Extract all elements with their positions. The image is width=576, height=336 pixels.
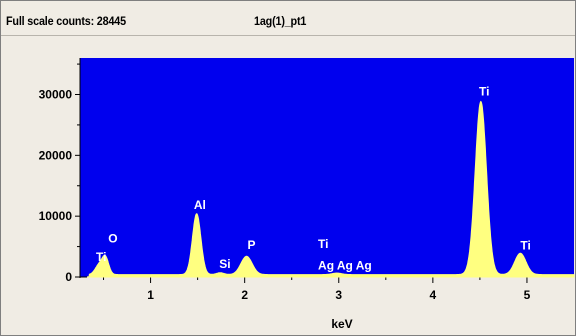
peak-label: Ti (96, 250, 106, 264)
peak-label: Ag (318, 259, 334, 273)
peak-label: Ag (337, 259, 353, 273)
peak-label: Ti (479, 85, 489, 99)
x-tick-label: 2 (241, 288, 248, 302)
x-tick-label: 5 (524, 288, 531, 302)
peak-label: Si (219, 257, 230, 271)
y-tick-label: 30000 (39, 88, 73, 102)
x-tick-label: 1 (147, 288, 154, 302)
peak-label: Ti (520, 239, 530, 253)
full-scale-counts-label: Full scale counts: 28445 (6, 14, 126, 28)
y-tick-label: 0 (65, 270, 72, 284)
peak-label: O (108, 231, 117, 245)
peak-label: P (247, 238, 255, 252)
peak-label: Al (194, 198, 206, 212)
spectrum-layer (87, 100, 575, 278)
peak-label: Ag (356, 259, 372, 273)
x-axis-title: keV (331, 317, 352, 331)
spectrum-area (87, 100, 575, 278)
x-tick-label: 3 (335, 288, 342, 302)
x-tick-label: 4 (430, 288, 437, 302)
plot-area (80, 58, 574, 277)
peak-label: Ti (318, 237, 328, 251)
spectrum-header: Full scale counts: 28445 1ag(1)_pt1 (1, 1, 575, 36)
y-tick-label: 20000 (39, 148, 73, 162)
spectrum-name-label: 1ag(1)_pt1 (254, 14, 307, 28)
y-tick-label: 10000 (39, 209, 73, 223)
